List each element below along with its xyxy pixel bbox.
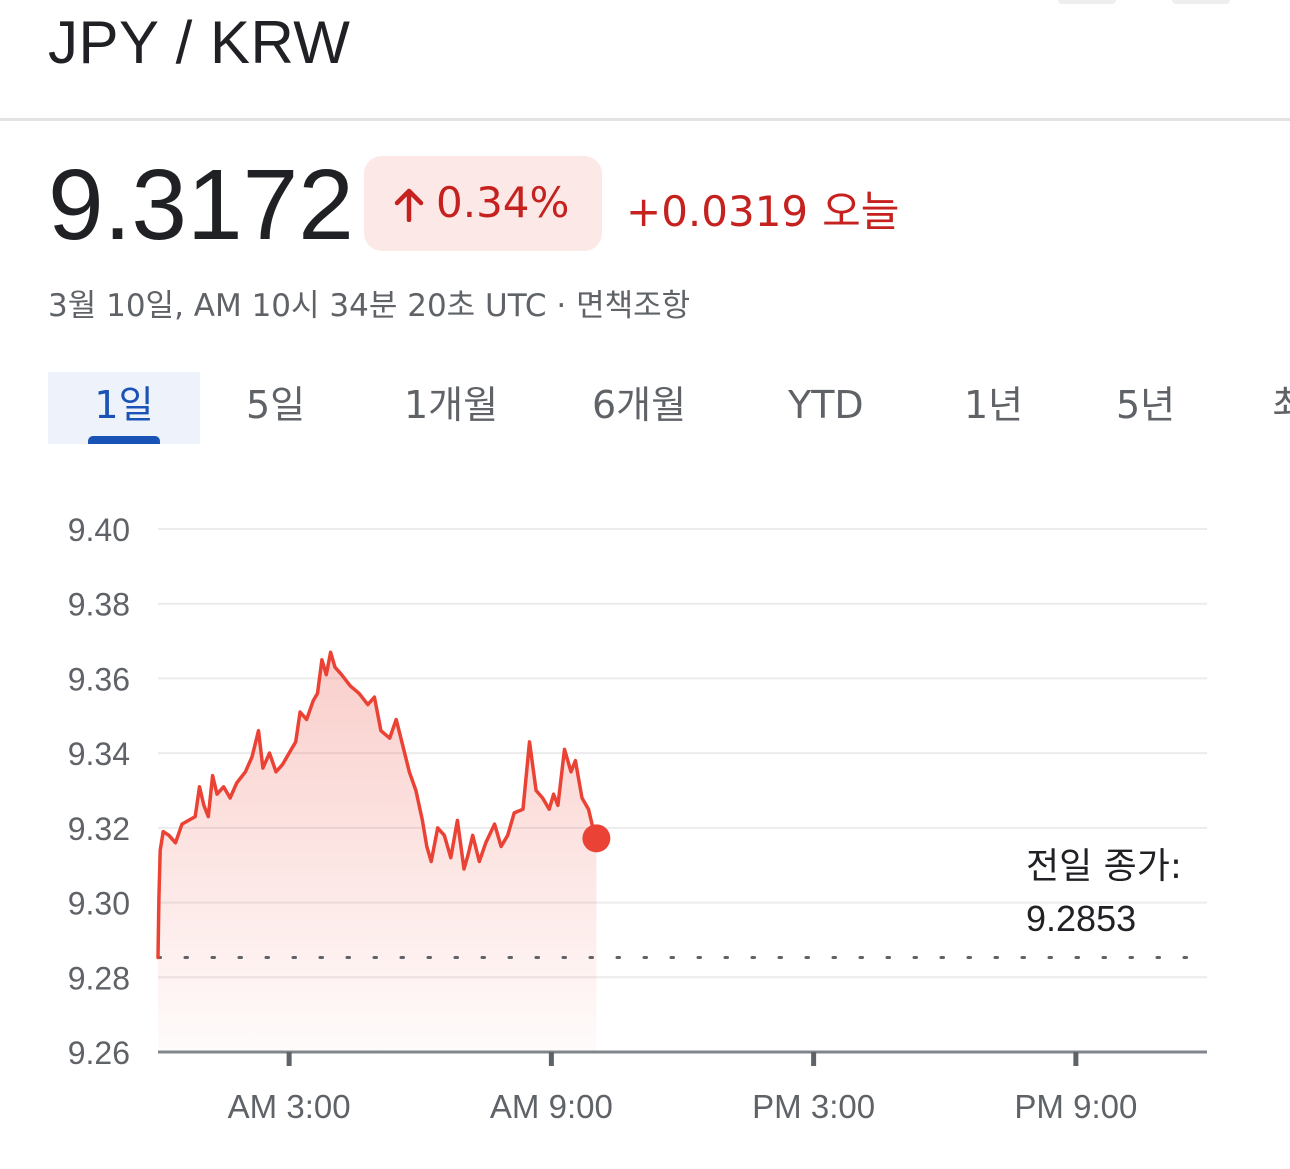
y-tick-label: 9.40 (68, 512, 130, 548)
change-absolute: +0.0319 오늘 (626, 178, 899, 239)
tab-1-day[interactable]: 1일 (48, 372, 200, 444)
y-tick-label: 9.36 (68, 661, 130, 697)
change-period-label: 오늘 (822, 187, 900, 236)
time-range-tabs: 1일 5일 1개월 6개월 YTD 1년 5년 최 (48, 372, 1290, 444)
y-tick-label: 9.30 (68, 886, 130, 922)
arrow-up-icon (394, 188, 424, 222)
tab-1-month[interactable]: 1개월 (404, 372, 498, 444)
current-price-dot (582, 824, 611, 853)
change-percent: 0.34% (436, 178, 570, 227)
x-tick-label: PM 9:00 (1014, 1088, 1137, 1125)
x-tick-label: AM 3:00 (228, 1088, 351, 1125)
tab-label: 1개월 (404, 383, 499, 427)
top-edge-control (1058, 0, 1116, 4)
y-tick-label: 9.32 (68, 811, 130, 847)
tab-5-year[interactable]: 5년 (1116, 372, 1175, 444)
separator-dot: · (556, 288, 567, 324)
previous-close-value: 9.2853 (1026, 898, 1136, 939)
tab-1-year[interactable]: 1년 (964, 372, 1023, 444)
change-percent-badge: 0.34% (364, 156, 602, 251)
y-tick-label: 9.26 (68, 1035, 130, 1071)
tab-ytd[interactable]: YTD (788, 372, 864, 444)
timestamp-text: 3월 10일, AM 10시 34분 20초 UTC (48, 288, 547, 324)
tab-max[interactable]: 최 (1272, 372, 1290, 444)
active-tab-indicator (88, 436, 160, 444)
price-area-fill (158, 652, 597, 1052)
tab-label: 6개월 (592, 383, 687, 427)
header: JPY / KRW (0, 0, 1290, 121)
tab-label: 5년 (1116, 383, 1176, 427)
previous-close-label: 전일 종가: (1026, 846, 1182, 887)
y-tick-label: 9.38 (68, 587, 130, 623)
currency-pair-title: JPY / KRW (48, 9, 351, 76)
price-line (156, 650, 599, 960)
tab-label: YTD (788, 383, 864, 427)
price-chart[interactable]: 9.40 9.38 9.36 9.34 9.32 9.30 9.28 9.26 AM 3:00 A… (0, 470, 1290, 1169)
tab-label: 1년 (964, 383, 1024, 427)
tab-label: 1일 (94, 383, 154, 427)
y-tick-label: 9.28 (68, 960, 130, 996)
tab-label: 5일 (246, 383, 306, 427)
tab-5-day[interactable]: 5일 (246, 372, 305, 444)
current-price: 9.3172 (48, 149, 354, 261)
disclaimer-link[interactable]: 면책조항 (576, 288, 691, 324)
tab-label: 최 (1272, 383, 1290, 427)
x-tick-label: PM 3:00 (752, 1088, 875, 1125)
tab-6-month[interactable]: 6개월 (592, 372, 686, 444)
top-edge-control (1172, 0, 1230, 4)
change-absolute-value: +0.0319 (626, 187, 809, 236)
x-tick-label: AM 9:00 (490, 1088, 613, 1125)
y-tick-label: 9.34 (68, 736, 130, 772)
quote-timestamp: 3월 10일, AM 10시 34분 20초 UTC · 면책조항 (48, 280, 690, 325)
